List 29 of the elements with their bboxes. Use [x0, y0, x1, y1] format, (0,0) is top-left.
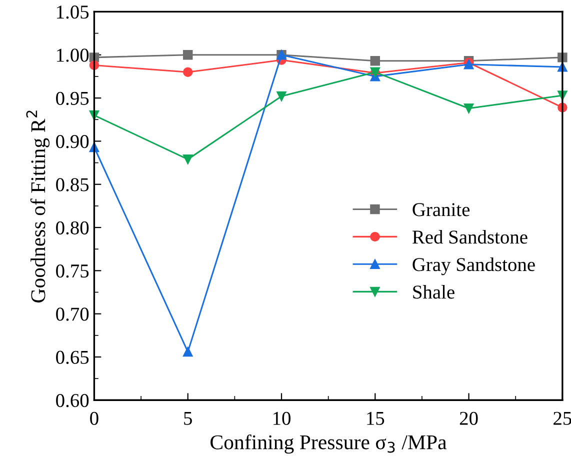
y-tick-label: 0.75: [56, 264, 89, 278]
point: [276, 91, 286, 102]
y-tick-label: 0.80: [56, 221, 89, 235]
x-tick-label: 5: [184, 412, 192, 425]
x-tick-label: 10: [273, 412, 290, 425]
y-tick-label: 1.05: [57, 6, 89, 19]
point: [182, 50, 193, 60]
point: [182, 346, 193, 357]
y-tick-label: 0.90: [56, 134, 89, 148]
legend-label: Shale: [413, 285, 454, 299]
legend-label: Red Sandstone: [412, 230, 528, 244]
point: [370, 56, 380, 66]
x-axis-title: Confining Pressure σ$_{3}$ /MPa: [210, 434, 447, 454]
y-tick-label: 0.70: [56, 308, 89, 321]
y-axis-title: Goodness of Fitting R$^{2}$: [26, 110, 50, 302]
y-tick-label: 0.60: [56, 394, 89, 408]
y-tick-label: 0.95: [56, 92, 89, 106]
x-tick-label: 20: [460, 412, 478, 425]
x-tick-label: 0: [90, 412, 98, 425]
point: [464, 104, 474, 114]
legend-label: Gray Sandstone: [412, 257, 535, 276]
legend-label: Granite: [412, 203, 470, 216]
x-tick-label: 25: [554, 412, 571, 425]
y-tick-label: 0.65: [56, 350, 89, 364]
y-tick-label: 0.85: [56, 178, 89, 192]
point: [182, 67, 193, 77]
y-tick-label: 1.00: [57, 48, 89, 62]
x-tick-label: 15: [367, 412, 384, 425]
point: [182, 154, 193, 164]
